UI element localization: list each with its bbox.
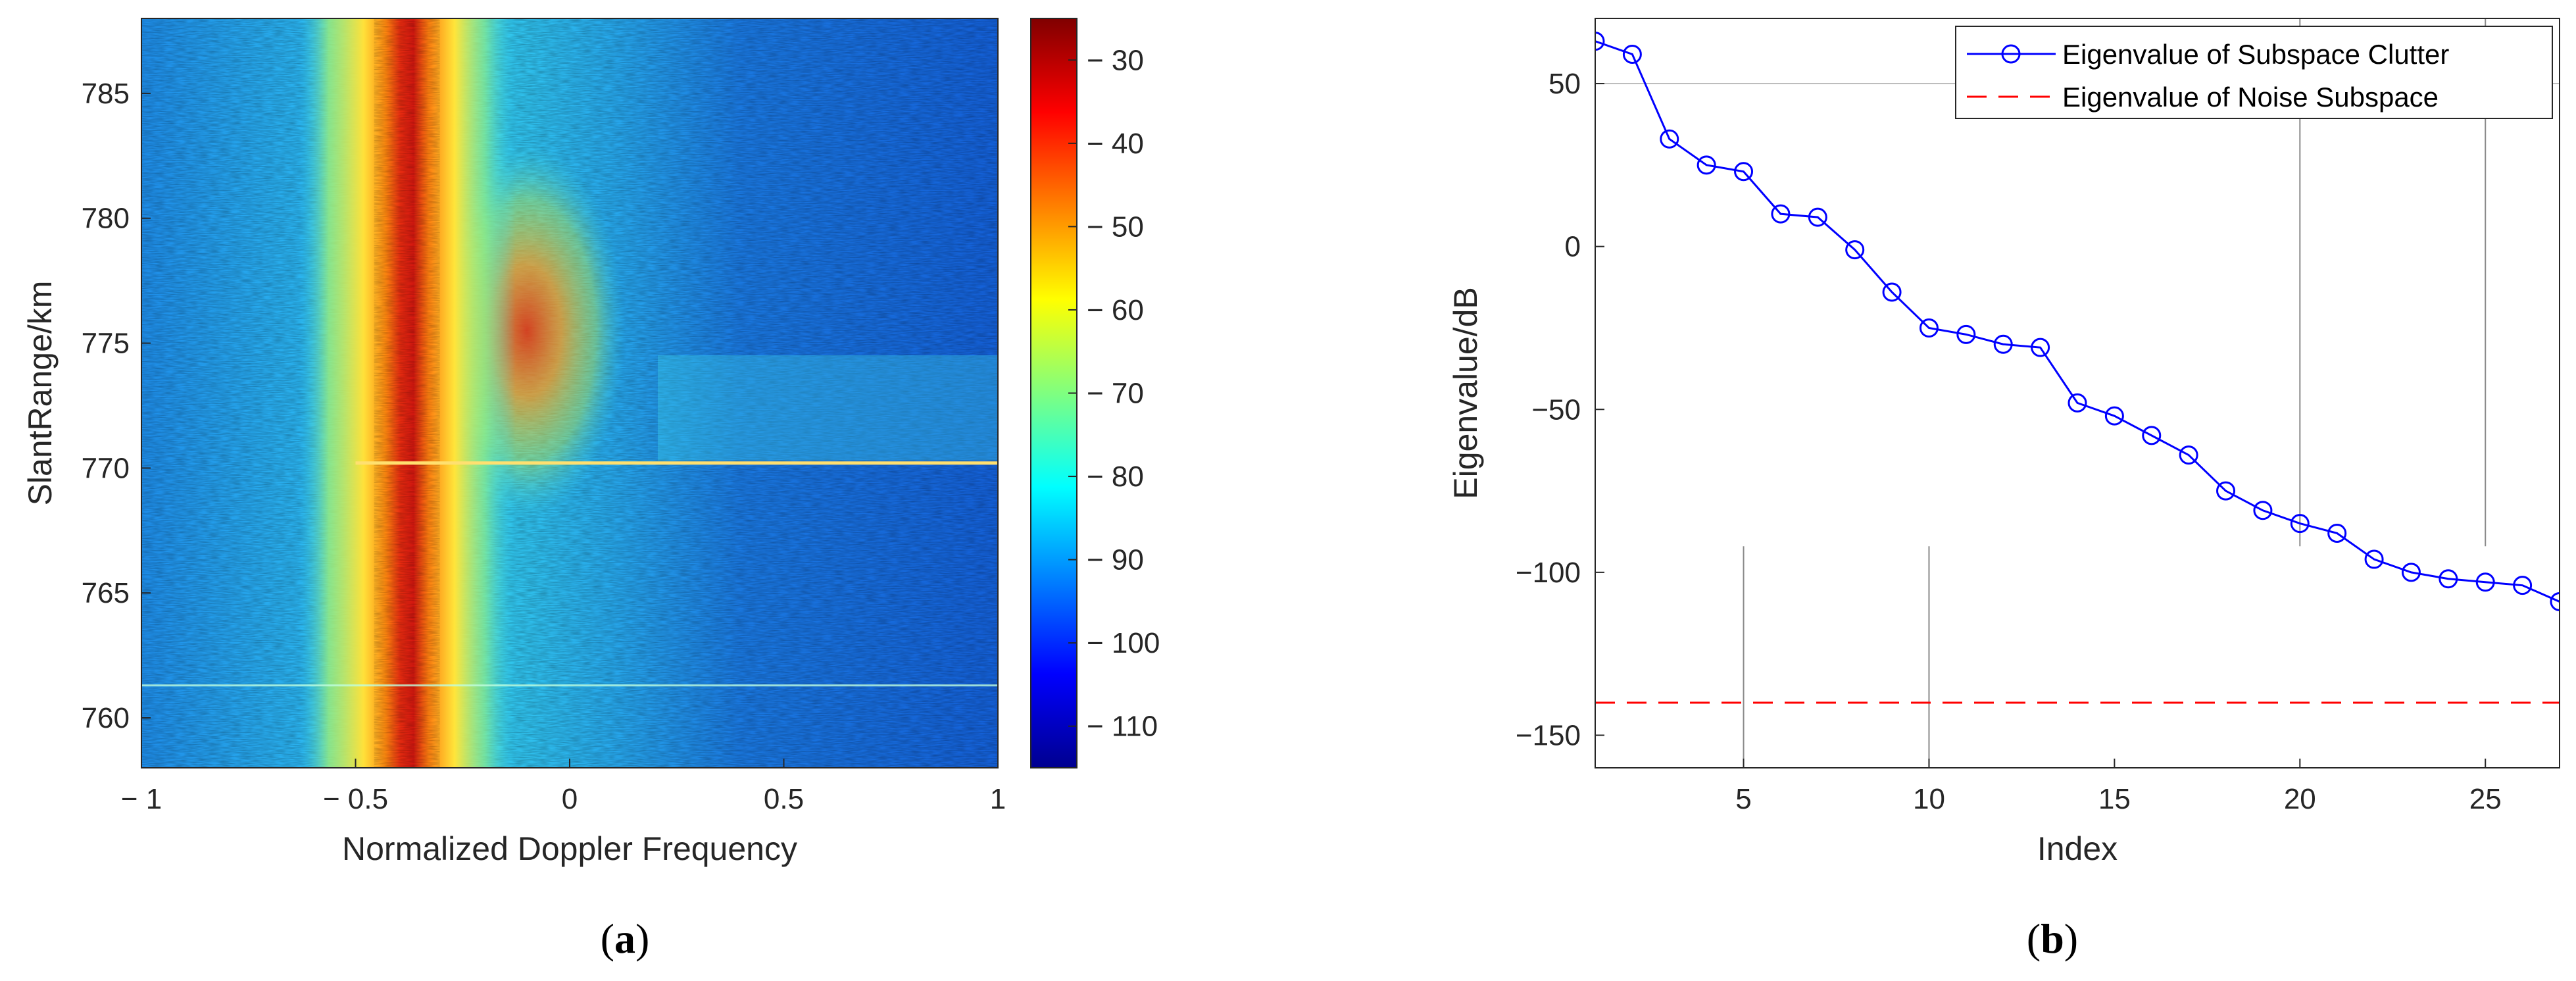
heatmap-axis-ticks: − 1 − 0.5 0 0.5 1 760 765 770 775 780 785 xyxy=(82,78,1006,815)
plot-y-tick-label: −100 xyxy=(1516,557,1581,589)
heatmap-y-tick-label: 770 xyxy=(82,452,130,484)
plot-y-tick-label: 0 xyxy=(1565,231,1581,263)
heatmap-x-tick-label: 1 xyxy=(990,783,1006,815)
colorbar-tick-label: − 60 xyxy=(1087,294,1144,326)
plot-axis-ticks: 5 10 15 20 25 50 0 −50 −100 −150 xyxy=(1516,68,2502,815)
clutter-eigenvalue-point xyxy=(2253,501,2273,520)
clutter-eigenvalue-point xyxy=(2104,406,2124,426)
clutter-eigenvalue-point xyxy=(2031,338,2050,357)
clutter-eigenvalue-point xyxy=(1697,155,1716,175)
heatmap-y-tick-label: 785 xyxy=(82,78,130,110)
clutter-eigenvalue-point xyxy=(2327,523,2347,543)
caption-a: (a) xyxy=(601,915,650,962)
clutter-eigenvalue-point xyxy=(2364,549,2384,569)
heatmap-y-tick-label: 765 xyxy=(82,577,130,609)
heatmap-x-tick-label: 0 xyxy=(562,783,578,815)
legend-noise-label: Eigenvalue of Noise Subspace xyxy=(2062,82,2439,113)
plot-axes-frame xyxy=(1595,18,2560,768)
caption-a-letter: a xyxy=(614,915,635,962)
clutter-eigenvalue-point xyxy=(2439,569,2458,589)
clutter-eigenvalue-point xyxy=(1808,207,1827,227)
colorbar-tick-label: − 30 xyxy=(1087,44,1144,76)
heatmap-y-axis-label: SlantRange/km xyxy=(22,281,59,506)
legend-clutter-label: Eigenvalue of Subspace Clutter xyxy=(2062,39,2449,70)
clutter-eigenvalue-point xyxy=(2401,563,2421,582)
clutter-eigenvalue-point xyxy=(2179,445,2198,465)
plot-x-tick-label: 10 xyxy=(1913,783,1945,815)
clutter-eigenvalue-point xyxy=(2216,481,2236,501)
plot-y-tick-label: −50 xyxy=(1531,393,1581,426)
colorbar-tick-label: − 90 xyxy=(1087,544,1144,576)
heatmap-x-axis-label: Normalized Doppler Frequency xyxy=(342,830,797,867)
legend-clutter-marker xyxy=(2001,44,2021,64)
clutter-eigenvalue-point xyxy=(1660,129,1679,149)
colorbar-tick-label: − 80 xyxy=(1087,461,1144,493)
colorbar-tick-label: − 70 xyxy=(1087,378,1144,410)
plot-x-tick-label: 20 xyxy=(2284,783,2316,815)
colorbar-tick-label: − 100 xyxy=(1087,627,1160,659)
clutter-eigenvalue-point xyxy=(2475,572,2495,592)
clutter-eigenvalue-point xyxy=(2142,426,2162,445)
clutter-eigenvalue-point xyxy=(2290,514,2310,534)
clutter-eigenvalue-point xyxy=(1882,282,1902,302)
heatmap-y-tick-label: 775 xyxy=(82,328,130,360)
clutter-eigenvalue-point xyxy=(2513,576,2533,595)
clutter-eigenvalue-point xyxy=(1956,324,1976,344)
plot-background xyxy=(1595,18,2560,768)
colorbar-tick-label: − 50 xyxy=(1087,211,1144,243)
plot-y-tick-label: 50 xyxy=(1548,68,1581,100)
clutter-eigenvalue-point xyxy=(2068,393,2087,413)
heatmap-x-tick-label: − 1 xyxy=(121,783,162,815)
heatmap-ridge-speckle xyxy=(374,18,440,768)
panel-a-heatmap: − 1 − 0.5 0 0.5 1 760 765 770 775 780 785 Normaliz… xyxy=(22,18,1160,867)
clutter-eigenvalue-point xyxy=(1734,162,1754,182)
plot-legend: Eigenvalue of Subspace Clutter Eigenvalu… xyxy=(1955,26,2553,119)
clutter-eigenvalue-point xyxy=(1595,32,1605,51)
colorbar-ticks: − 30 − 40 − 50 − 60 − 70 − 80 − 90 − 100 − 110 xyxy=(1068,44,1160,743)
clutter-eigenvalue-line xyxy=(1595,40,2560,603)
heatmap-x-tick-label: 0.5 xyxy=(764,783,804,815)
heatmap-y-tick-label: 760 xyxy=(82,702,130,734)
heatmap-mid-band xyxy=(658,355,998,461)
plot-series xyxy=(1595,32,2560,704)
plot-x-tick-label: 25 xyxy=(2469,783,2502,815)
clutter-eigenvalue-point xyxy=(1993,334,2013,354)
legend-box xyxy=(1955,26,2553,119)
clutter-eigenvalue-point xyxy=(1771,204,1791,224)
colorbar-tick-label: − 110 xyxy=(1087,711,1158,743)
plot-x-tick-label: 5 xyxy=(1735,783,1751,815)
caption-b-letter: b xyxy=(2041,915,2064,962)
plot-y-axis-label: Eigenvalue/dB xyxy=(1447,287,1484,499)
plot-y-tick-label: −150 xyxy=(1516,719,1581,751)
heatmap-y-tick-label: 780 xyxy=(82,203,130,235)
clutter-eigenvalue-point xyxy=(1845,240,1865,260)
colorbar-tick-label: − 40 xyxy=(1087,128,1144,160)
clutter-eigenvalue-point xyxy=(1622,44,1642,64)
plot-x-tick-label: 15 xyxy=(2098,783,2131,815)
panel-b-eigenvalue-plot: 5 10 15 20 25 50 0 −50 −100 −150 Index Eigenvalue… xyxy=(1447,18,2560,867)
heatmap-image xyxy=(141,18,998,768)
clutter-eigenvalue-point xyxy=(2550,591,2560,611)
clutter-eigenvalue-point xyxy=(1919,318,1939,338)
heatmap-x-tick-label: − 0.5 xyxy=(323,783,388,815)
plot-x-axis-label: Index xyxy=(2037,830,2118,867)
caption-b: (b) xyxy=(2027,915,2078,962)
